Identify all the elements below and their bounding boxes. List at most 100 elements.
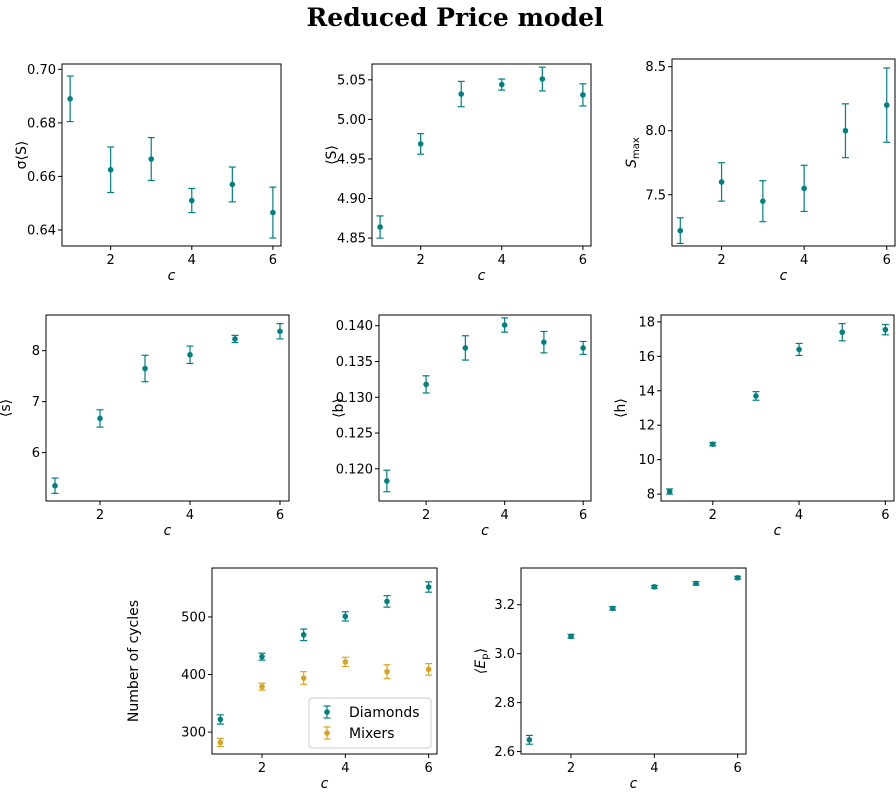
y-tick-label: 3.0 (494, 647, 515, 662)
x-tick-label: 6 (579, 253, 587, 268)
data-point (384, 668, 390, 675)
legend-marker (324, 709, 330, 715)
data-point (377, 224, 383, 230)
data-point (300, 631, 307, 638)
x-tick-label: 4 (188, 253, 196, 268)
x-tick-label: 6 (276, 508, 284, 523)
data-point (342, 659, 349, 665)
y-tick-label: 7 (32, 395, 40, 410)
y-axis-label: ⟨b⟩ (331, 398, 347, 418)
y-tick-label: 0.66 (27, 170, 56, 185)
x-tick-label: 6 (579, 508, 587, 523)
x-axis-label: c (168, 268, 176, 284)
legend: Diamonds Mixers (308, 697, 432, 749)
x-axis-label: c (321, 776, 329, 792)
y-tick-label: 0.64 (27, 223, 56, 238)
data-point (423, 381, 429, 388)
x-tick-label: 4 (186, 508, 194, 523)
x-tick-label: 4 (341, 761, 349, 776)
y-tick-label: 0.68 (27, 116, 56, 131)
y-tick-label: 18 (638, 315, 655, 330)
y-tick-label: 5.00 (337, 113, 366, 128)
data-point (342, 613, 349, 620)
figure-title: Reduced Price model (307, 3, 604, 32)
axes-frame (45, 314, 290, 502)
data-point (458, 91, 465, 97)
data-point (270, 209, 276, 216)
data-point (666, 488, 673, 495)
y-tick-label: 8 (647, 488, 655, 503)
y-tick-label: 0.125 (336, 427, 373, 442)
axes-frame (671, 58, 896, 247)
data-point (568, 633, 574, 640)
y-tick-label: 14 (638, 384, 655, 399)
y-axis-label: ⟨s⟩ (0, 399, 14, 417)
x-axis-label: c (481, 523, 489, 539)
legend-label: Mixers (349, 726, 395, 742)
axes-frame (660, 314, 895, 502)
panel-mean-b: 2 4 6 0.120 0.125 0.130 0.135 0.140 c ⟨b⟩ (331, 314, 592, 539)
data-point (300, 675, 307, 681)
x-tick-label: 6 (881, 508, 889, 523)
data-point (97, 415, 103, 422)
data-point (709, 441, 716, 447)
x-axis-label: c (780, 268, 788, 284)
y-tick-label: 16 (638, 350, 655, 365)
y-tick-label: 0.120 (336, 462, 373, 477)
x-tick-label: 2 (422, 508, 430, 523)
data-point (501, 322, 508, 328)
legend-label: Diamonds (349, 705, 420, 721)
panel-mean-h: 2 4 6 8 10 12 14 16 18 c ⟨h⟩ (613, 314, 895, 539)
x-tick-label: 2 (709, 508, 717, 523)
y-tick-label: 0.140 (336, 319, 373, 334)
y-tick-label: 400 (181, 668, 206, 683)
data-point (677, 227, 684, 234)
legend-box (308, 697, 432, 749)
data-point (842, 127, 849, 134)
y-tick-label: 2.6 (494, 745, 515, 760)
data-point (67, 95, 73, 102)
data-point (142, 365, 148, 372)
data-point (839, 329, 846, 336)
data-point (52, 482, 58, 489)
x-tick-label: 4 (800, 253, 808, 268)
x-tick-label: 2 (107, 253, 115, 268)
data-point (609, 605, 616, 612)
y-tick-label: 7.5 (645, 188, 666, 203)
y-axis-label: Smax (624, 137, 642, 168)
x-axis-label: c (774, 523, 782, 539)
data-point (526, 737, 533, 743)
y-tick-label: 2.8 (494, 696, 515, 711)
data-point (580, 92, 586, 98)
y-axis-label: ⟨h⟩ (613, 398, 629, 418)
data-point (217, 739, 224, 746)
data-point (718, 179, 725, 185)
data-point (498, 81, 505, 88)
axes-frame (520, 567, 747, 755)
data-point (384, 478, 390, 484)
data-point (217, 716, 224, 723)
axes-frame (211, 567, 438, 755)
x-tick-label: 6 (269, 253, 277, 268)
data-point (796, 346, 802, 353)
data-point (753, 393, 759, 399)
x-tick-label: 4 (795, 508, 803, 523)
data-point (760, 198, 766, 204)
panel-S-max: 2 4 6 7.5 8.0 8.5 c Smax (624, 58, 896, 284)
panel-mean-S: 2 4 6 4.85 4.90 4.95 5.00 5.05 c ⟨S⟩ (324, 63, 592, 284)
data-point (541, 339, 547, 345)
data-point (259, 683, 265, 690)
panel-mean-s: 2 4 6 6 7 8 c ⟨s⟩ (0, 314, 290, 539)
x-axis-label: c (164, 523, 172, 539)
y-axis-label: Number of cycles (126, 600, 142, 722)
data-point (277, 328, 283, 335)
data-point (883, 102, 890, 108)
data-point (107, 166, 114, 173)
data-point (882, 326, 889, 333)
panel-mean-Ep: 2 4 6 2.6 2.8 3.0 3.2 c ⟨Ep⟩ (473, 567, 747, 792)
y-tick-label: 5.05 (337, 73, 366, 88)
y-tick-label: 10 (638, 453, 655, 468)
y-tick-label: 0.130 (336, 391, 373, 406)
axes-frame (371, 63, 592, 247)
